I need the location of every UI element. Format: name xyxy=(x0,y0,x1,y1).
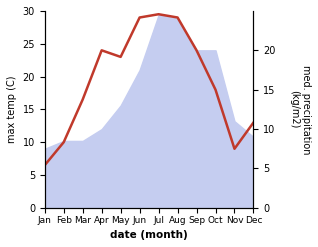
X-axis label: date (month): date (month) xyxy=(110,230,188,240)
Y-axis label: med. precipitation
(kg/m2): med. precipitation (kg/m2) xyxy=(289,65,311,154)
Y-axis label: max temp (C): max temp (C) xyxy=(7,76,17,143)
